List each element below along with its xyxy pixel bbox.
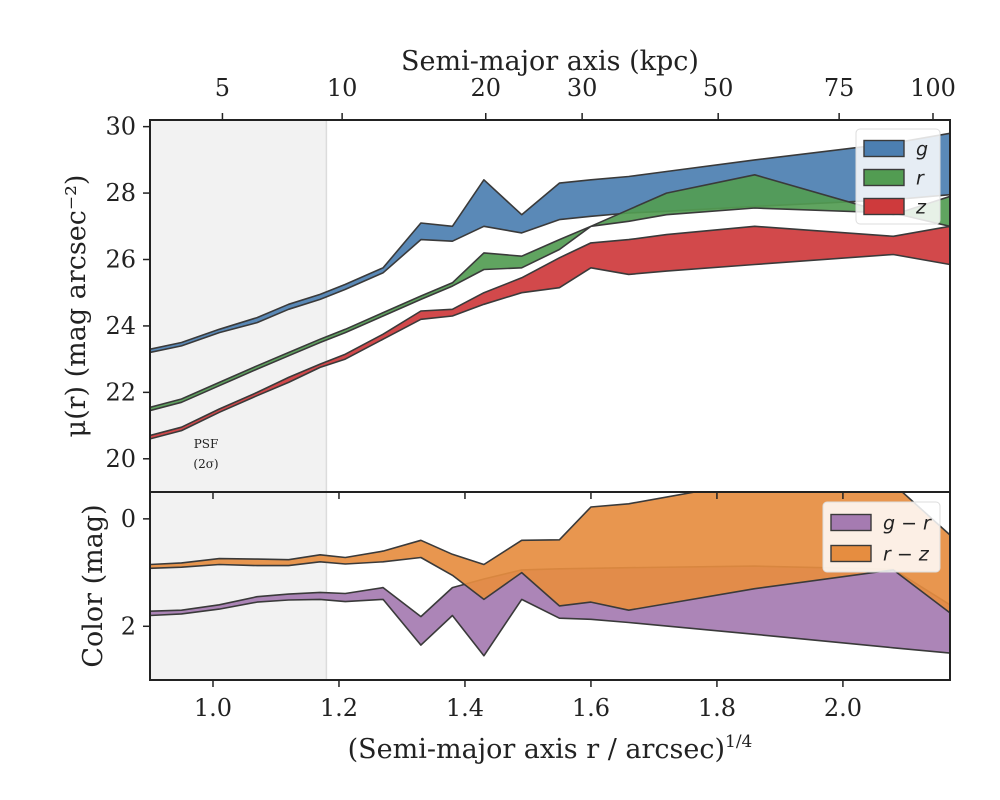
top-tick-label: 20 [470, 74, 501, 102]
legend-bottom: g − r r − z [822, 501, 941, 573]
y-tick-label: 22 [105, 378, 136, 406]
legend-label: g [916, 139, 928, 161]
legend-swatch [863, 168, 905, 187]
legend-top: grz [855, 128, 941, 225]
y-tick-label: 26 [105, 246, 136, 274]
x-tick-label: 1.8 [698, 694, 736, 722]
axis-ticks: 1.0 1.2 1.4 1.6 1.8 2.05 10 20 30 50 75 10020222426… [105, 74, 955, 722]
x-axis-label: (Semi-major axis r / arcsec)1/4 [348, 732, 753, 765]
y-tick-label: 20 [105, 445, 136, 473]
legend-label: r − z [883, 544, 930, 566]
y-tick-label: 2 [121, 612, 136, 640]
y-axis-label-bottom: Color (mag) [78, 504, 109, 667]
legend-label: g − r [883, 513, 932, 535]
top-tick-label: 5 [215, 74, 230, 102]
x-axis-label-sup: 1/4 [725, 732, 752, 752]
legend-swatch [863, 139, 905, 158]
top-tick-label: 10 [327, 74, 358, 102]
y-axis-label-top: μ(r) (mag arcsec⁻²) [61, 175, 92, 438]
top-tick-label: 30 [567, 74, 598, 102]
bottom-panel-frame [149, 491, 951, 681]
y-tick-label: 30 [105, 113, 136, 141]
x-tick-label: 1.2 [320, 694, 358, 722]
legend-swatch [830, 513, 872, 532]
psf-label: PSF [194, 437, 219, 451]
x-tick-label: 2.0 [824, 694, 862, 722]
color-series [150, 492, 950, 657]
top-tick-label: 75 [824, 74, 855, 102]
x-axis-label-text: (Semi-major axis r / arcsec) [348, 734, 725, 765]
psf-shade-bottom [150, 492, 327, 680]
surface-brightness-series [150, 132, 950, 440]
legend-swatch [830, 544, 872, 563]
band-rz [150, 492, 950, 614]
legend-label: z [915, 197, 927, 219]
y-tick-label: 0 [121, 505, 136, 533]
x-tick-label: 1.0 [194, 694, 232, 722]
psf-sublabel: (2σ) [193, 457, 218, 471]
y-tick-label: 24 [105, 312, 136, 340]
band-r [150, 174, 950, 412]
legend-swatch [863, 197, 905, 216]
x-tick-label: 1.4 [446, 694, 484, 722]
x-tick-label: 1.6 [572, 694, 610, 722]
top-tick-label: 50 [703, 74, 734, 102]
band-z [150, 225, 950, 440]
top-tick-label: 100 [910, 74, 956, 102]
top-axis-label: Semi-major axis (kpc) [401, 46, 699, 77]
legend-label: r [916, 168, 925, 190]
y-tick-label: 28 [105, 179, 136, 207]
